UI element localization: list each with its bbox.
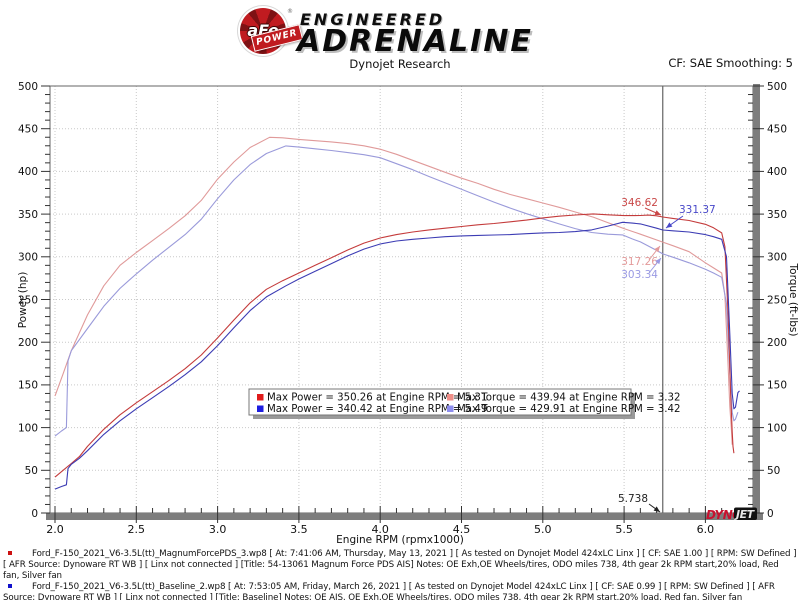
annotations: 346.62 331.37 317.26 303.34 5.738 xyxy=(618,197,716,513)
svg-text:100: 100 xyxy=(767,422,787,434)
svg-text:4.0: 4.0 xyxy=(371,523,389,536)
axis-tick-labels: 0 0 50 50 100 100 150 150 200 200 250 250 300 300 350 3… xyxy=(18,81,787,536)
legend-label-power-magnumforce: Max Power = 350.26 at Engine RPM = 5.31 xyxy=(267,393,487,404)
svg-text:0: 0 xyxy=(31,508,38,520)
svg-text:300: 300 xyxy=(18,252,38,264)
svg-text:400: 400 xyxy=(767,166,787,178)
annotation-331.37: 331.37 xyxy=(665,204,716,229)
svg-text:0: 0 xyxy=(767,508,774,520)
legend-swatch-power-baseline xyxy=(257,405,264,412)
run-entry-text: Ford_F-150_2021_V6-3.5L(tt)_MagnumForceP… xyxy=(3,549,797,581)
run-bullet-icon xyxy=(8,583,12,588)
svg-text:300: 300 xyxy=(767,252,787,264)
svg-text:346.62: 346.62 xyxy=(621,197,658,209)
svg-text:5.738: 5.738 xyxy=(618,493,648,505)
legend-label-power-baseline: Max Power = 340.42 at Engine RPM = 5.49 xyxy=(267,404,487,415)
axis-ticks xyxy=(41,85,764,523)
dynojet-logo: DYNO JET xyxy=(706,507,757,522)
correction-smoothing-label: CF: SAE Smoothing: 5 xyxy=(668,56,793,70)
header: aFe ® POWER ENGINEERED ADRENALINE Dynoje… xyxy=(0,0,800,78)
svg-text:450: 450 xyxy=(18,124,38,136)
curve-torque-magnumforce xyxy=(54,136,733,445)
svg-text:2.0: 2.0 xyxy=(46,523,64,536)
svg-text:2.5: 2.5 xyxy=(128,523,146,536)
annotation-346.62: 346.62 xyxy=(621,197,662,216)
run-entry-text: Ford_F-150_2021_V6-3.5L(tt)_Baseline_2.w… xyxy=(3,581,775,600)
svg-text:50: 50 xyxy=(767,465,780,477)
svg-text:DYNO: DYNO xyxy=(706,508,742,522)
curve-torque-baseline xyxy=(54,145,739,437)
legend-swatch-torque-baseline xyxy=(447,405,454,412)
annotation-5.738: 5.738 xyxy=(618,493,661,513)
chart-title: Dynojet Research xyxy=(349,57,451,71)
gridlines xyxy=(50,85,753,513)
svg-text:50: 50 xyxy=(25,465,38,477)
svg-text:100: 100 xyxy=(18,422,38,434)
svg-text:500: 500 xyxy=(767,81,787,93)
run-entry-baseline: Ford_F-150_2021_V6-3.5L(tt)_Baseline_2.w… xyxy=(3,582,797,600)
plot-frame xyxy=(46,84,763,520)
svg-text:5.5: 5.5 xyxy=(615,523,633,536)
legend-box: Max Power = 350.26 at Engine RPM = 5.31M… xyxy=(248,388,680,419)
svg-text:200: 200 xyxy=(767,337,787,349)
left-axis-title: Power (hp) xyxy=(17,272,29,329)
brand-adrenaline-text: ADRENALINE xyxy=(297,24,533,59)
svg-text:6.0: 6.0 xyxy=(697,523,715,536)
run-entry-magnumforce: Ford_F-150_2021_V6-3.5L(tt)_MagnumForceP… xyxy=(3,549,797,582)
legend-label-torque-baseline: Max Torque = 429.91 at Engine RPM = 3.42 xyxy=(457,404,680,415)
svg-text:200: 200 xyxy=(18,337,38,349)
svg-text:250: 250 xyxy=(767,294,787,306)
svg-text:150: 150 xyxy=(18,380,38,392)
svg-text:350: 350 xyxy=(18,209,38,221)
registered-mark: ® xyxy=(287,8,293,15)
legend-label-torque-magnumforce: Max Torque = 439.94 at Engine RPM = 3.32 xyxy=(457,393,680,404)
svg-text:450: 450 xyxy=(767,124,787,136)
curve-power-baseline xyxy=(54,221,740,490)
dyno-chart: 0 0 50 50 100 100 150 150 200 200 250 250 300 300 350 3… xyxy=(17,81,799,546)
svg-text:3.0: 3.0 xyxy=(209,523,227,536)
svg-text:JET: JET xyxy=(734,508,756,521)
annotation-317.26: 317.26 xyxy=(621,245,661,268)
x-axis-title: Engine RPM (rpmx1000) xyxy=(336,534,464,546)
curve-power-magnumforce xyxy=(54,213,735,478)
svg-text:5.0: 5.0 xyxy=(534,523,552,536)
svg-text:250: 250 xyxy=(18,294,38,306)
legend-swatch-torque-magnumforce xyxy=(447,394,454,401)
annotation-303.34: 303.34 xyxy=(621,257,662,281)
right-axis-title: Torque (ft-lbs) xyxy=(787,263,799,337)
legend-swatch-power-magnumforce xyxy=(257,394,264,401)
svg-text:400: 400 xyxy=(18,166,38,178)
svg-text:4.5: 4.5 xyxy=(453,523,471,536)
svg-text:500: 500 xyxy=(18,81,38,93)
svg-text:150: 150 xyxy=(767,380,787,392)
run-info-footer: Ford_F-150_2021_V6-3.5L(tt)_MagnumForceP… xyxy=(0,549,797,600)
dyno-plot-svg: 0 0 50 50 100 100 150 150 200 200 250 250 300 300 350 3… xyxy=(17,81,799,546)
brand-engineered-text: ENGINEERED xyxy=(300,10,446,29)
svg-text:350: 350 xyxy=(767,209,787,221)
svg-text:3.5: 3.5 xyxy=(290,523,308,536)
svg-text:317.26: 317.26 xyxy=(621,256,658,268)
run-bullet-icon xyxy=(8,551,12,555)
svg-text:303.34: 303.34 xyxy=(621,269,658,281)
svg-text:331.37: 331.37 xyxy=(679,204,716,216)
